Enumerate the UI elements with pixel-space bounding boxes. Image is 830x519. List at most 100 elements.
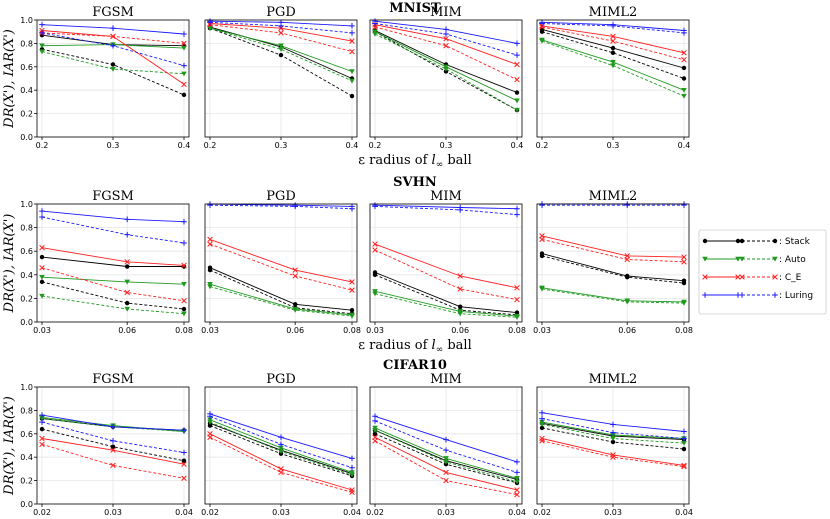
- point-stack-solid: [293, 302, 298, 307]
- legend-entry-ce: : C_E: [702, 273, 802, 283]
- point-ce-solid: [181, 262, 187, 269]
- legend-label: : Stack: [779, 237, 811, 247]
- x-tick-label: 0.03: [272, 508, 290, 517]
- series-auto-dashed: [41, 51, 185, 75]
- series-luring-dashed: [374, 205, 518, 216]
- point-stack-solid: [125, 264, 130, 269]
- point-luring-solid: [349, 23, 355, 29]
- point-luring-solid: [110, 25, 116, 31]
- x-tick-label: 0.02: [366, 508, 384, 517]
- point-luring-solid: [110, 423, 116, 430]
- point-auto-dashed: [514, 479, 520, 485]
- point-ce-solid: [278, 466, 284, 472]
- legend-marker: [735, 256, 741, 262]
- point-ce-solid: [681, 50, 687, 56]
- x-tick-label: 0.3: [440, 141, 453, 150]
- point-luring-dashed: [372, 418, 378, 424]
- point-luring-solid: [39, 412, 45, 418]
- x-tick-label: 0.08: [508, 326, 526, 335]
- point-stack-solid: [349, 308, 355, 313]
- legend-box: [698, 229, 827, 315]
- point-ce-solid: [372, 241, 378, 247]
- point-ce-solid: [681, 462, 687, 469]
- x-tick-label: 0.4: [346, 141, 359, 150]
- x-tick-label: 0.04: [175, 508, 193, 517]
- x-tick-label: 0.06: [286, 326, 304, 335]
- point-auto-solid: [207, 417, 213, 423]
- point-auto-solid: [292, 306, 298, 312]
- point-auto-dashed: [278, 47, 284, 52]
- point-stack-dashed: [110, 62, 116, 67]
- point-stack-dashed: [39, 426, 45, 432]
- y-tick-label: 0.6: [20, 247, 33, 256]
- axes-frame: [536, 203, 690, 323]
- point-luring-solid: [681, 27, 687, 34]
- axes-frame: [204, 386, 358, 505]
- x-tick-label: 0.06: [118, 326, 136, 335]
- y-tick-label: 0.0: [20, 318, 33, 327]
- point-ce-dashed: [278, 30, 284, 36]
- point-ce-dashed: [181, 298, 187, 304]
- point-stack-solid: [372, 270, 378, 275]
- series-stack-dashed: [209, 269, 353, 315]
- panel-title: PGD: [266, 372, 296, 387]
- point-stack-dashed: [681, 76, 687, 81]
- point-luring-dashed: [539, 415, 545, 422]
- point-ce-dashed: [539, 24, 545, 30]
- x-tick-label: 0.06: [451, 326, 469, 335]
- panel-mim: MIM 0.2 0.3 0.4: [369, 5, 524, 150]
- x-tick-label: 0.3: [607, 141, 620, 150]
- panel-fgsm: FGSM 0.0 0.2 0.4 0.6 0.8 1.0 0.03 0.06 0.08: [20, 189, 193, 335]
- x-tick-label: 0.3: [275, 141, 288, 150]
- point-luring-solid: [514, 459, 520, 465]
- point-auto-solid: [124, 279, 130, 285]
- point-ce-dashed: [349, 287, 355, 293]
- x-axis-label: ε radius of l∞ ball: [358, 338, 471, 355]
- x-tick-label: 0.02: [201, 508, 219, 517]
- series-auto-dashed: [209, 27, 353, 82]
- dataset-title: MNIST: [389, 1, 441, 16]
- point-stack-dashed: [610, 50, 616, 55]
- axes-frame: [536, 386, 690, 505]
- x-tick-label: 0.2: [369, 141, 382, 150]
- y-tick-label: 1.0: [20, 383, 33, 392]
- point-ce-solid: [39, 244, 45, 251]
- point-auto-solid: [181, 282, 187, 287]
- x-tick-label: 0.03: [201, 326, 219, 335]
- panel-title: MIM: [430, 189, 462, 204]
- x-tick-label: 0.04: [508, 508, 526, 517]
- y-tick-label: 0.6: [20, 430, 33, 439]
- legend-marker: [772, 238, 778, 244]
- series-stack-dashed: [41, 281, 185, 310]
- point-stack-dashed: [610, 439, 616, 445]
- point-ce-solid: [610, 33, 616, 40]
- point-luring-dashed: [443, 447, 449, 453]
- point-auto-solid: [457, 309, 463, 314]
- y-tick-label: 0.2: [20, 110, 33, 119]
- point-luring-dashed: [514, 211, 520, 218]
- point-luring-solid: [349, 455, 355, 462]
- legend-marker: [772, 292, 778, 298]
- y-tick-label: 0.6: [20, 63, 33, 72]
- point-auto-solid: [349, 312, 355, 318]
- axes-frame: [36, 203, 190, 323]
- point-auto-dashed: [278, 449, 284, 454]
- series-auto-dashed: [374, 33, 518, 111]
- point-luring-dashed: [514, 469, 520, 476]
- panel-title: MIML2: [589, 189, 638, 204]
- point-ce-dashed: [349, 489, 355, 496]
- point-luring-solid: [39, 21, 45, 28]
- legend-marker: [702, 292, 708, 298]
- axes-frame: [36, 386, 190, 505]
- point-luring-solid: [610, 21, 616, 28]
- point-ce-dashed: [124, 289, 130, 296]
- axes-frame: [369, 19, 523, 138]
- point-luring-solid: [292, 202, 298, 208]
- x-tick-label: 0.04: [675, 508, 693, 517]
- point-ce-solid: [457, 273, 463, 279]
- point-luring-solid: [181, 218, 187, 225]
- point-ce-dashed: [349, 48, 355, 55]
- panel-title: MIM: [430, 372, 462, 387]
- point-ce-dashed: [39, 264, 45, 271]
